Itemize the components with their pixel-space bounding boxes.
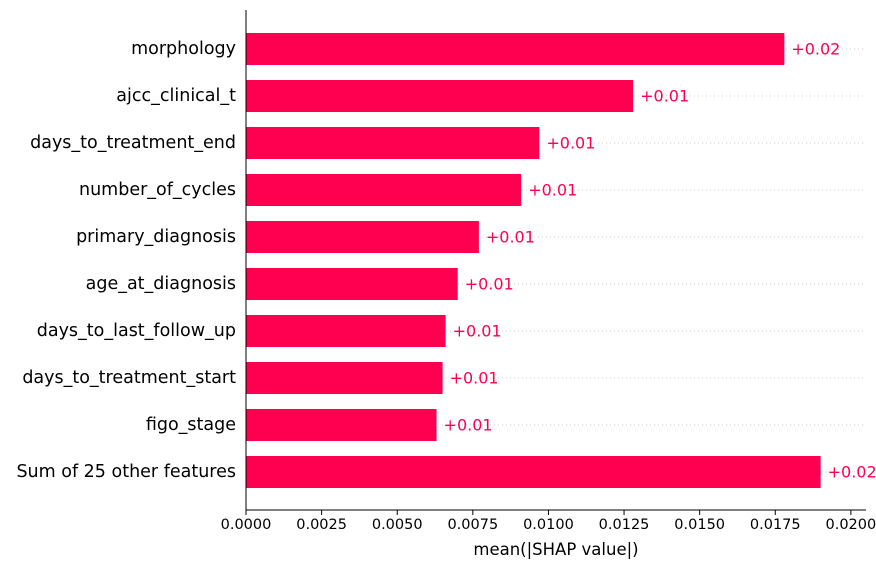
x-tick-label: 0.0175	[750, 517, 801, 533]
value-label: +0.01	[640, 87, 689, 106]
category-label: number_of_cycles	[79, 180, 236, 200]
bar-number-of-cycles	[246, 174, 522, 206]
value-label: +0.02	[828, 463, 876, 482]
bar-primary-diagnosis	[246, 221, 479, 253]
x-tick-label: 0.0050	[372, 517, 423, 533]
x-tick-label: 0.0075	[447, 517, 498, 533]
value-label: +0.01	[546, 134, 595, 153]
category-label: primary_diagnosis	[76, 227, 236, 247]
bar-morphology	[246, 33, 785, 65]
bar-days-to-last-follow-up	[246, 315, 446, 347]
bar-ajcc-clinical-t	[246, 80, 634, 112]
x-tick-label: 0.0025	[296, 517, 347, 533]
x-tick-label: 0.0000	[221, 517, 272, 533]
bar-days-to-treatment-start	[246, 362, 443, 394]
category-label: age_at_diagnosis	[86, 274, 236, 294]
bar-days-to-treatment-end	[246, 127, 540, 159]
bar-age-at-diagnosis	[246, 268, 458, 300]
category-label: ajcc_clinical_t	[116, 86, 236, 106]
value-label: +0.01	[465, 275, 514, 294]
category-label: days_to_treatment_start	[22, 368, 236, 388]
value-label: +0.01	[450, 369, 499, 388]
category-label: days_to_treatment_end	[30, 133, 236, 153]
x-tick-label: 0.0100	[523, 517, 574, 533]
x-tick-label: 0.0125	[599, 517, 650, 533]
value-label: +0.01	[486, 228, 535, 247]
category-label: days_to_last_follow_up	[37, 321, 236, 341]
bar-figo-stage	[246, 409, 437, 441]
x-axis-title: mean(|SHAP value|)	[473, 540, 638, 559]
bar-sum-of-25-other-features	[246, 456, 821, 488]
value-label: +0.01	[528, 181, 577, 200]
category-label: figo_stage	[146, 415, 236, 435]
category-label: Sum of 25 other features	[16, 462, 236, 482]
value-label: +0.01	[444, 416, 493, 435]
value-label: +0.01	[453, 322, 502, 341]
x-tick-label: 0.0150	[674, 517, 725, 533]
x-tick-label: 0.0200	[826, 517, 876, 533]
value-label: +0.02	[791, 40, 840, 59]
category-label: morphology	[131, 39, 236, 59]
